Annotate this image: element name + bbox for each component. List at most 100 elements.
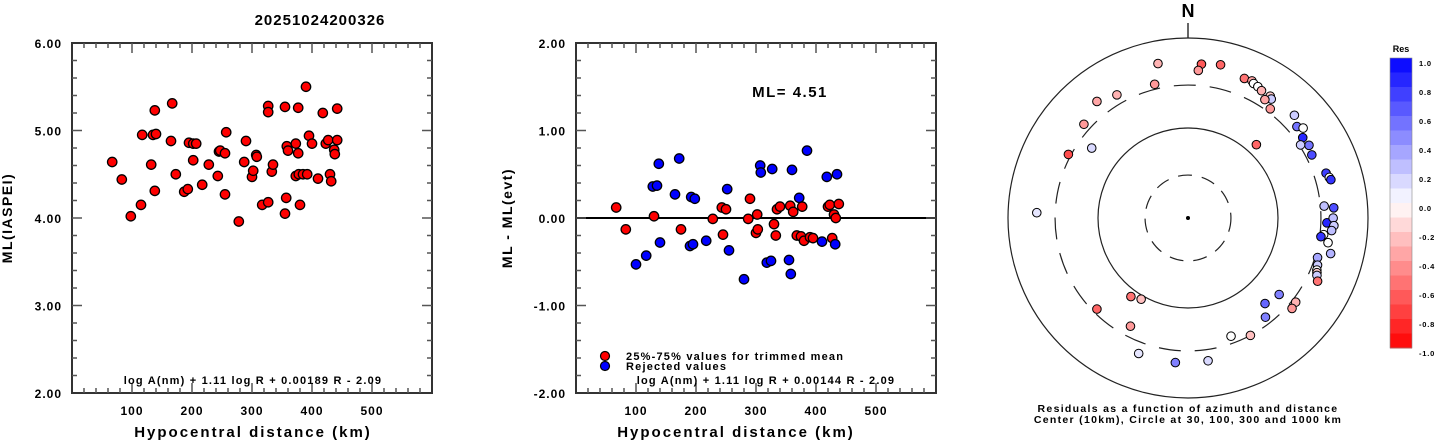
- colorbar-cell: [1390, 203, 1412, 218]
- colorbar-cell: [1390, 246, 1412, 262]
- data-point: [165, 135, 177, 147]
- colorbar-cell: [1390, 290, 1412, 305]
- y-tick-label: 5.00: [35, 125, 62, 139]
- colorbar-cell: [1390, 261, 1412, 276]
- ring-100km: [1097, 127, 1279, 309]
- data-point: [150, 128, 162, 140]
- residual-distance-plot: 100 200 300 400 500 -2.00 -1.00 0.00 1.00 2.00 ML…: [499, 37, 937, 441]
- data-point: [196, 179, 208, 191]
- polar-point: [1323, 237, 1333, 248]
- data-point: [675, 224, 687, 235]
- colorbar-tick-label: -0.4: [1419, 262, 1435, 271]
- legend-marker-trimmed: [599, 350, 611, 362]
- colorbar-cell: [1390, 159, 1412, 175]
- data-point: [294, 199, 306, 211]
- data-point: [653, 158, 665, 170]
- data-point: [125, 210, 137, 222]
- colorbar-tick-label: 0.8: [1419, 88, 1432, 97]
- plot2-ylabel: ML - ML(evt): [499, 168, 515, 268]
- plot2-ticks: 100 200 300 400 500 -2.00 -1.00 0.00 1.00 2.00: [534, 37, 936, 418]
- ring-1000km: [1007, 37, 1369, 399]
- data-point: [301, 168, 313, 180]
- x-tick-label: 100: [624, 404, 647, 418]
- polar-point: [1203, 355, 1213, 366]
- data-point: [240, 135, 252, 147]
- y-tick-label: 6.00: [35, 37, 62, 51]
- colorbar-tick-label: 0.6: [1419, 117, 1432, 126]
- colorbar-tick-label: -0.2: [1419, 233, 1435, 242]
- polar-point: [1251, 139, 1262, 150]
- polar-caption-line2: Center (10km), Circle at 30, 100, 300 an…: [1034, 414, 1342, 426]
- colorbar-cell: [1390, 101, 1412, 117]
- colorbar-cells: [1389, 57, 1413, 349]
- colorbar-cell: [1390, 232, 1412, 247]
- data-point: [620, 224, 632, 235]
- data-point: [765, 255, 777, 267]
- legend-marker-rejected: [599, 360, 611, 372]
- polar-point: [1295, 140, 1306, 150]
- plot1-ylabel: ML(IASPEI): [0, 173, 15, 263]
- data-point: [220, 126, 232, 138]
- polar-point: [1274, 289, 1284, 300]
- colorbar-tick-label: 0.0: [1419, 204, 1432, 213]
- colorbar-cell: [1390, 319, 1412, 334]
- x-tick-label: 400: [804, 404, 827, 418]
- data-point: [787, 206, 799, 218]
- polar-point: [1245, 330, 1256, 341]
- x-tick-label: 500: [864, 404, 887, 418]
- data-point: [166, 98, 178, 109]
- polar-point: [1298, 123, 1308, 133]
- plot2-points: [610, 145, 845, 285]
- legend-label-trimmed: 25%-75% values for trimmed mean: [626, 351, 844, 363]
- polar-point: [1170, 357, 1181, 368]
- residual-azimuth-plot: N Residuals as a function of azimuth and…: [1007, 1, 1369, 426]
- polar-point: [1265, 104, 1276, 114]
- colorbar-cell: [1390, 174, 1412, 189]
- data-point: [830, 212, 842, 224]
- data-point: [793, 192, 805, 204]
- data-point: [267, 159, 279, 170]
- data-point: [325, 175, 337, 187]
- data-point: [251, 151, 263, 163]
- data-point: [752, 224, 764, 235]
- plot1-points: [106, 81, 343, 227]
- data-point: [290, 138, 302, 149]
- data-point: [219, 147, 231, 159]
- data-point: [331, 134, 343, 146]
- data-point: [807, 232, 819, 244]
- data-point: [744, 193, 756, 205]
- data-point: [783, 254, 795, 266]
- polar-point: [1092, 304, 1102, 314]
- data-point: [720, 203, 732, 215]
- polar-point: [1307, 150, 1317, 160]
- colorbar-tick-label: 0.4: [1419, 146, 1432, 155]
- data-point: [233, 216, 245, 227]
- data-point: [182, 183, 194, 195]
- x-tick-label: 200: [684, 404, 707, 418]
- data-point: [673, 153, 685, 164]
- data-point: [279, 208, 291, 219]
- data-point: [262, 196, 274, 208]
- data-point: [654, 237, 666, 248]
- data-point: [322, 134, 334, 146]
- data-point: [306, 138, 318, 149]
- polar-point: [1215, 59, 1226, 70]
- colorbar-cell: [1390, 304, 1412, 320]
- x-tick-label: 400: [300, 404, 323, 418]
- data-point: [610, 202, 622, 213]
- x-tick-label: 100: [120, 404, 143, 418]
- y-tick-label: 3.00: [35, 300, 62, 314]
- x-tick-label: 300: [240, 404, 263, 418]
- data-point: [170, 168, 182, 180]
- polar-caption-line1: Residuals as a function of azimuth and d…: [1038, 403, 1339, 415]
- data-point: [292, 102, 304, 114]
- data-point: [831, 168, 843, 180]
- plot1-xlabel: Hypocentral distance (km): [134, 424, 372, 441]
- polar-point: [1287, 303, 1297, 314]
- polar-point: [1126, 291, 1136, 302]
- polar-point: [1092, 96, 1102, 107]
- data-point: [738, 273, 750, 285]
- colorbar-tick-label: -0.6: [1419, 291, 1435, 300]
- data-point: [135, 199, 147, 211]
